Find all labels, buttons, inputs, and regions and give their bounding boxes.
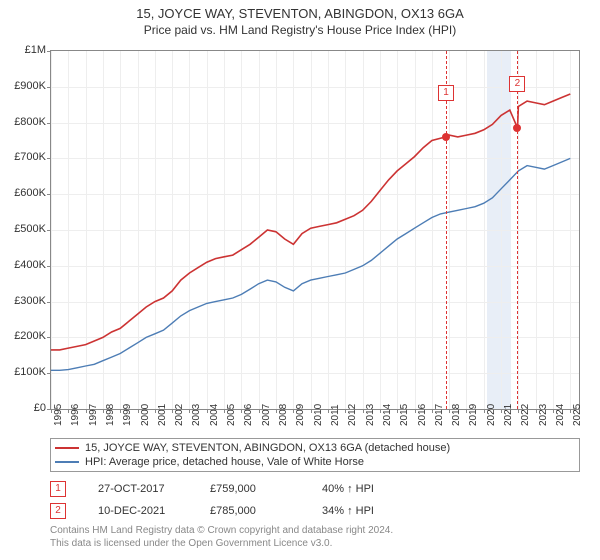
chart-title: 15, JOYCE WAY, STEVENTON, ABINGDON, OX13… [0,0,600,21]
x-tick-label: 2024 [555,404,566,426]
reference-badge: 1 [438,85,454,101]
y-tick-label: £600K [14,187,46,199]
chart-subtitle: Price paid vs. HM Land Registry's House … [0,21,600,37]
footer: Contains HM Land Registry data © Crown c… [50,524,393,550]
x-tick-label: 2022 [520,404,531,426]
legend-row-property: 15, JOYCE WAY, STEVENTON, ABINGDON, OX13… [55,441,575,455]
plot-area: 12 [50,50,580,410]
legend-swatch-hpi [55,461,79,463]
y-tick-label: £700K [14,151,46,163]
x-tick-label: 2017 [434,404,445,426]
reference-vline [446,51,447,409]
row-date: 27-OCT-2017 [98,483,178,495]
reference-vline [517,51,518,409]
x-tick-label: 1996 [70,404,81,426]
row-delta: 40% ↑ HPI [322,483,402,495]
x-tick-label: 2006 [243,404,254,426]
footer-line1: Contains HM Land Registry data © Crown c… [50,524,393,537]
line-series-svg [51,51,579,409]
row-delta: 34% ↑ HPI [322,505,402,517]
x-tick-label: 2010 [313,404,324,426]
y-tick-label: £1M [25,44,46,56]
y-tick-label: £100K [14,366,46,378]
y-tick-label: £0 [34,402,46,414]
y-tick-label: £800K [14,116,46,128]
row-price: £785,000 [210,505,290,517]
y-tick-label: £900K [14,80,46,92]
row-date: 10-DEC-2021 [98,505,178,517]
x-tick-label: 1999 [122,404,133,426]
x-tick-label: 2002 [174,404,185,426]
legend-swatch-property [55,447,79,449]
x-tick-label: 2008 [278,404,289,426]
x-tick-label: 2015 [399,404,410,426]
legend-label-hpi: HPI: Average price, detached house, Vale… [85,456,364,468]
legend-label-property: 15, JOYCE WAY, STEVENTON, ABINGDON, OX13… [85,442,450,454]
x-tick-label: 2016 [417,404,428,426]
x-tick-label: 2003 [191,404,202,426]
y-tick-label: £400K [14,259,46,271]
footer-line2: This data is licensed under the Open Gov… [50,537,393,550]
row-price: £759,000 [210,483,290,495]
x-tick-label: 2012 [347,404,358,426]
x-tick-label: 2018 [451,404,462,426]
y-tick-label: £500K [14,223,46,235]
x-tick-label: 2004 [209,404,220,426]
x-tick-label: 2011 [330,404,341,426]
x-tick-label: 2020 [486,404,497,426]
x-tick-label: 1995 [53,404,64,426]
table-row: 2 10-DEC-2021 £785,000 34% ↑ HPI [50,500,580,522]
chart-area: 12 £0£100K£200K£300K£400K£500K£600K£700K… [50,50,580,410]
x-tick-label: 2021 [503,404,514,426]
table-row: 1 27-OCT-2017 £759,000 40% ↑ HPI [50,478,580,500]
reference-badge: 2 [509,76,525,92]
row-badge: 2 [50,503,66,519]
series-property [51,94,570,350]
transactions-table: 1 27-OCT-2017 £759,000 40% ↑ HPI 2 10-DE… [50,478,580,522]
legend-row-hpi: HPI: Average price, detached house, Vale… [55,455,575,469]
reference-marker [442,133,450,141]
chart-container: 15, JOYCE WAY, STEVENTON, ABINGDON, OX13… [0,0,600,560]
x-tick-label: 1998 [105,404,116,426]
x-tick-label: 2000 [140,404,151,426]
y-tick-label: £200K [14,330,46,342]
x-tick-label: 2009 [295,404,306,426]
x-tick-label: 2005 [226,404,237,426]
x-tick-label: 1997 [88,404,99,426]
legend-box: 15, JOYCE WAY, STEVENTON, ABINGDON, OX13… [50,438,580,472]
x-tick-label: 2023 [538,404,549,426]
series-hpi [51,158,570,370]
x-tick-label: 2007 [261,404,272,426]
x-tick-label: 2014 [382,404,393,426]
y-tick-label: £300K [14,295,46,307]
x-tick-label: 2013 [365,404,376,426]
x-tick-label: 2019 [468,404,479,426]
x-tick-label: 2025 [572,404,583,426]
reference-marker [513,124,521,132]
x-tick-label: 2001 [157,404,168,426]
row-badge: 1 [50,481,66,497]
